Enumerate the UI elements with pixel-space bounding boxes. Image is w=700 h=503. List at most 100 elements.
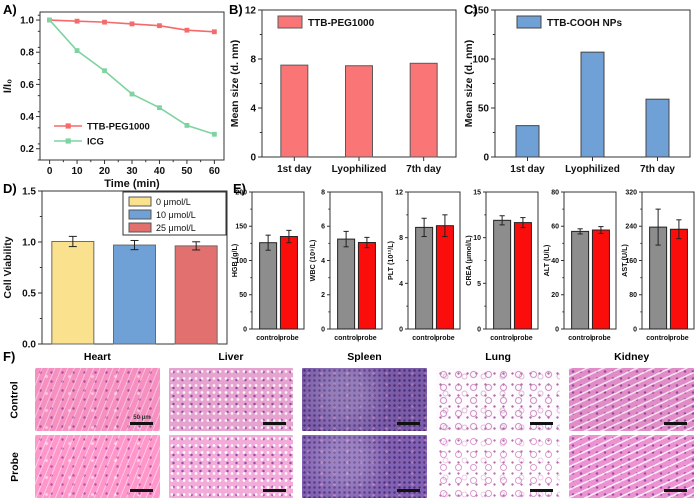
blood-chart-1: 0 2 4 6 8 control probe WBC (10⁹/L) [308, 178, 386, 348]
scale-bar [396, 422, 420, 425]
x-axis: 0 10 20 30 40 50 60 [47, 160, 221, 177]
blood-chart-svg-4: 0 20 40 60 80 control probe ALT (U/L) [542, 189, 617, 342]
organ-header-lung: Lung [485, 351, 511, 363]
data-point [157, 23, 162, 29]
row-label-probe: Probe [4, 435, 26, 498]
scale-bar [263, 422, 287, 425]
axes: 0 80 160 240 320 [625, 189, 695, 333]
category-label: probe [513, 335, 533, 342]
svg-text:5: 5 [477, 281, 481, 288]
histology-grid: Heart Liver Spleen Lung Kidney Control 50 μm Pr… [0, 351, 700, 501]
svg-text:0: 0 [243, 326, 247, 333]
histology-image-control-heart: 50 μm [35, 368, 160, 431]
axes: 0 4 8 12 [395, 189, 461, 333]
svg-text:8: 8 [321, 189, 325, 196]
bars: control probe [256, 229, 299, 342]
svg-text:0.0: 0.0 [22, 340, 36, 351]
bar-probe [591, 229, 610, 330]
category-label: probe [357, 335, 377, 342]
panel-label-a: A) [3, 2, 17, 17]
data-point [129, 21, 135, 27]
y-axis-label: WBC (10⁹/L) [308, 239, 317, 281]
blood-chart-2: 0 4 8 12 control probe PLT (10¹¹/L) [386, 178, 464, 348]
histology-image-control-kidney [569, 368, 694, 431]
x-axis-label: Time (min) [104, 178, 160, 190]
data-point [211, 131, 217, 137]
svg-text:0: 0 [47, 166, 53, 177]
row-label-text: Probe [9, 451, 22, 482]
svg-text:4: 4 [321, 258, 325, 265]
bars: control probe [568, 226, 611, 342]
histology-image-control-lung [435, 368, 561, 431]
data-point [47, 17, 53, 23]
bar-control [259, 242, 278, 330]
y-axis-label: HGB (g/L) [230, 243, 239, 277]
svg-text:0: 0 [477, 326, 481, 333]
category-label: 1st day [277, 164, 312, 175]
svg-text:2: 2 [321, 292, 325, 299]
svg-text:240: 240 [625, 224, 637, 231]
bar-10 μmol/L [113, 244, 156, 345]
bar-probe [669, 228, 688, 330]
svg-text:60: 60 [551, 224, 559, 231]
svg-text:8: 8 [250, 55, 256, 66]
bars: control probe [412, 214, 455, 342]
svg-text:0: 0 [321, 326, 325, 333]
panel-e-blood-panel-charts: 0 50 100 150 200 control probe HGB (g/L) 0 2 4 6 8 co… [230, 178, 698, 348]
svg-text:6: 6 [321, 224, 325, 231]
legend: TTB-COOH NPs [516, 15, 622, 29]
scale-bar-label: 50 μm [133, 415, 151, 421]
category-label: control [412, 335, 436, 342]
data-point [102, 19, 107, 25]
category-label: probe [435, 335, 455, 342]
panel-d-cell-viability-bar-chart: 0.0 0.5 1.0 1.5 Cell Viability 0 μmol/L 10 μmo… [0, 178, 232, 355]
blood-chart-svg-5: 0 80 160 240 320 control probe AST (U/L) [620, 189, 695, 342]
axes: 0 2 4 6 8 [321, 189, 383, 333]
svg-text:50: 50 [239, 292, 247, 299]
histology-image-probe-liver [168, 435, 294, 498]
panel-label-d: D) [3, 181, 17, 196]
bar-1st day [515, 125, 540, 158]
scale-bar [396, 489, 420, 492]
svg-text:4: 4 [399, 281, 403, 288]
panel-label-f: F) [3, 349, 16, 364]
y-axis-label: I/I₀ [2, 79, 14, 93]
category-label: control [490, 335, 514, 342]
svg-text:40: 40 [154, 166, 166, 177]
y-axis-label: Cell Viability [2, 236, 14, 298]
svg-text:0: 0 [250, 153, 256, 164]
histology-image-probe-spleen [302, 435, 427, 498]
scale-bar [129, 489, 153, 492]
svg-text:30: 30 [126, 166, 138, 177]
category-label: control [256, 335, 280, 342]
svg-text:0: 0 [483, 153, 489, 164]
bar-Lyophilized [580, 51, 605, 158]
bar-1st day [280, 64, 309, 158]
svg-text:0.2: 0.2 [20, 144, 34, 155]
svg-text:4: 4 [250, 104, 256, 115]
bars: control probe [646, 208, 689, 342]
row-label-text: Control [9, 380, 22, 419]
blood-chart-svg-0: 0 50 100 150 200 control probe HGB (g/L) [230, 189, 305, 342]
axes: 0 50 100 150 200 [235, 189, 305, 333]
svg-text:100: 100 [472, 55, 489, 66]
panel-b-svg: 0 4 8 12 1st day Lyophilized 7th day Mean size … [229, 6, 457, 175]
panel-c-mean-size-bar-chart: 0 50 100 150 1st day Lyophilized 7th day Mean s… [460, 2, 700, 185]
data-point [184, 123, 190, 128]
svg-text:0.4: 0.4 [20, 112, 34, 123]
svg-text:10: 10 [72, 166, 84, 177]
svg-text:0.8: 0.8 [20, 48, 34, 59]
legend-label: ICG [87, 136, 104, 147]
legend-label: 25 μmol/L [156, 223, 196, 233]
category-label: 7th day [640, 164, 675, 175]
bars: 1st day Lyophilized 7th day [277, 62, 442, 175]
category-label: Lyophilized [565, 164, 620, 175]
scale-bar [129, 422, 153, 425]
bar-7th day [409, 62, 438, 158]
y-axis-label: CREA (μmol/L) [464, 235, 473, 286]
histology-image-probe-kidney [569, 435, 694, 498]
svg-text:60: 60 [209, 166, 221, 177]
svg-text:0: 0 [399, 326, 403, 333]
legend: TTB-PEG1000 [277, 15, 375, 29]
svg-text:12: 12 [245, 6, 257, 17]
